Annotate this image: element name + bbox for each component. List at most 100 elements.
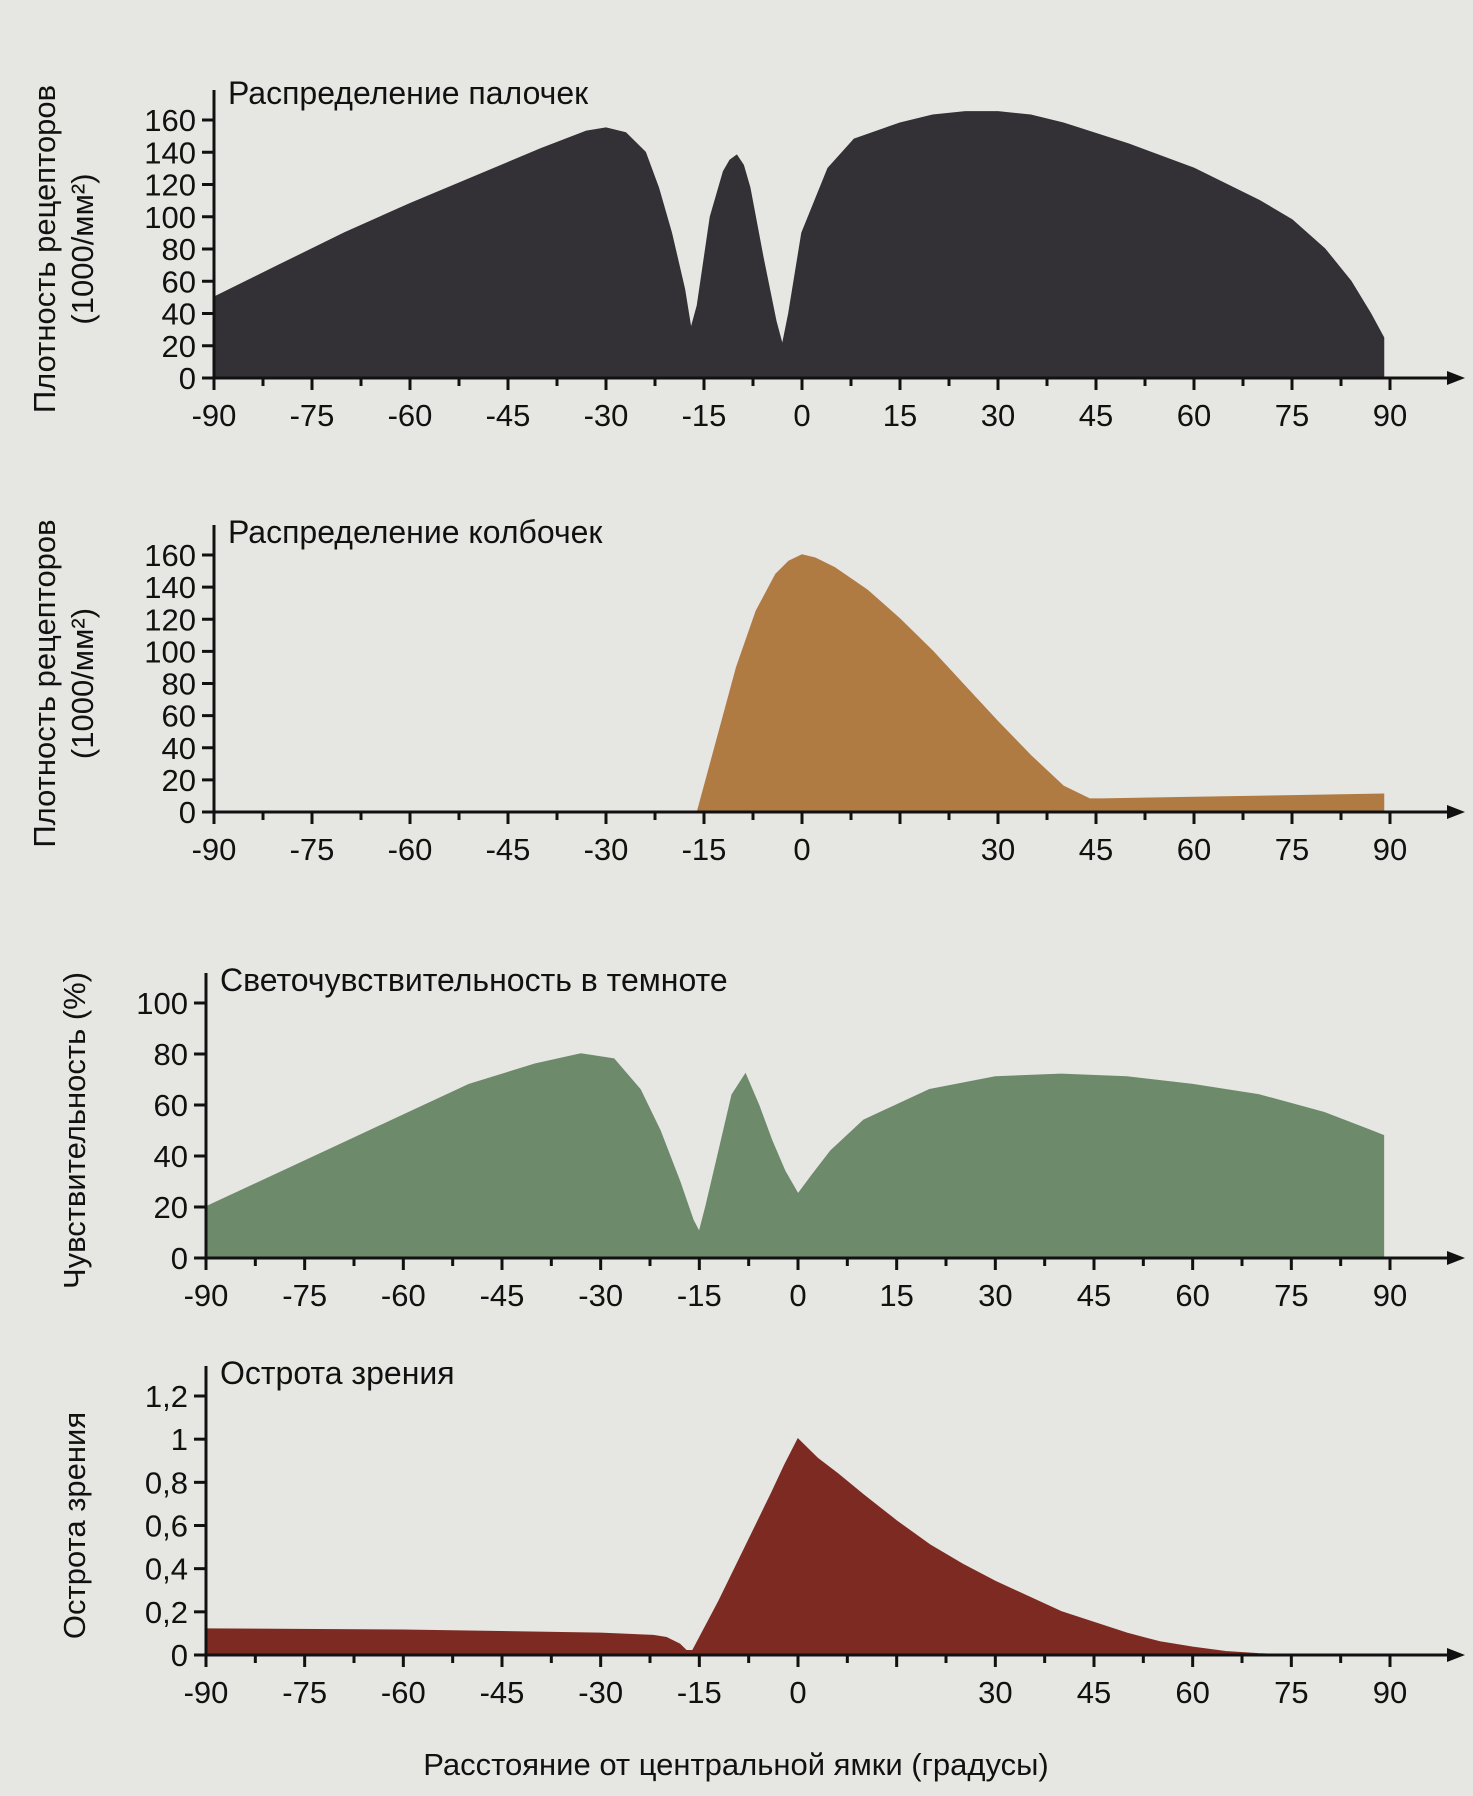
y-axis-title: Плотность рецепторов — [27, 85, 62, 413]
y-tick-label: 1 — [171, 1422, 188, 1457]
x-tick-label: 75 — [1274, 1675, 1308, 1710]
x-tick-label: 30 — [981, 398, 1015, 433]
x-tick-label: 15 — [879, 1278, 913, 1313]
x-tick-label: -75 — [290, 398, 335, 433]
x-tick-label: -90 — [184, 1675, 229, 1710]
y-tick-label: 60 — [154, 1088, 188, 1123]
y-tick-label: 100 — [144, 634, 196, 669]
x-tick-label: 60 — [1175, 1675, 1209, 1710]
y-tick-label: 0,4 — [145, 1552, 188, 1587]
x-axis-arrow — [1447, 1251, 1465, 1265]
x-tick-label: 90 — [1373, 832, 1407, 867]
y-axis-title: Чувствительность (%) — [57, 972, 92, 1289]
y-tick-label: 80 — [162, 667, 196, 702]
x-tick-label: -30 — [584, 832, 629, 867]
x-tick-label: -90 — [184, 1278, 229, 1313]
x-tick-label: -45 — [480, 1278, 525, 1313]
y-tick-label: 60 — [162, 264, 196, 299]
x-tick-label: -15 — [677, 1278, 722, 1313]
y-tick-label: 0,6 — [145, 1509, 188, 1544]
x-tick-label: 75 — [1275, 832, 1309, 867]
x-tick-label: 45 — [1077, 1675, 1111, 1710]
x-axis-arrow — [1447, 805, 1465, 819]
x-tick-label: -75 — [282, 1278, 327, 1313]
y-tick-label: 20 — [162, 329, 196, 364]
y-tick-label: 40 — [162, 731, 196, 766]
y-tick-label: 80 — [162, 232, 196, 267]
x-tick-label: -60 — [381, 1278, 426, 1313]
x-tick-label: -90 — [192, 832, 237, 867]
y-tick-label: 140 — [144, 570, 196, 605]
y-tick-label: 0 — [179, 795, 196, 830]
x-tick-label: 60 — [1175, 1278, 1209, 1313]
x-tick-label: -30 — [578, 1675, 623, 1710]
x-tick-label: 15 — [883, 398, 917, 433]
x-tick-label: -75 — [282, 1675, 327, 1710]
y-tick-label: 0 — [179, 361, 196, 396]
x-tick-label: 30 — [981, 832, 1015, 867]
x-tick-label: 75 — [1274, 1278, 1308, 1313]
x-tick-label: 45 — [1077, 1278, 1111, 1313]
y-axis-title: (1000/мм²) — [65, 608, 100, 759]
panel-title: Распределение палочек — [228, 75, 589, 111]
y-tick-label: 1,2 — [145, 1379, 188, 1414]
x-tick-label: 90 — [1373, 1278, 1407, 1313]
y-tick-label: 120 — [144, 168, 196, 203]
x-axis-title: Расстояние от центральной ямки (градусы) — [423, 1747, 1048, 1782]
panel-title: Острота зрения — [220, 1355, 455, 1391]
y-tick-label: 60 — [162, 699, 196, 734]
x-tick-label: -30 — [584, 398, 629, 433]
y-axis-title: (1000/мм²) — [65, 173, 100, 324]
x-tick-label: -15 — [677, 1675, 722, 1710]
y-tick-label: 40 — [154, 1139, 188, 1174]
x-axis-arrow — [1447, 1648, 1465, 1662]
y-tick-label: 20 — [154, 1190, 188, 1225]
x-tick-label: -15 — [682, 832, 727, 867]
x-tick-label: 60 — [1177, 832, 1211, 867]
panel-title: Распределение колбочек — [228, 514, 603, 550]
x-tick-label: -45 — [480, 1675, 525, 1710]
y-axis-title: Острота зрения — [57, 1412, 92, 1639]
x-tick-label: 45 — [1079, 398, 1113, 433]
x-tick-label: -60 — [388, 398, 433, 433]
x-tick-label: 0 — [789, 1278, 806, 1313]
y-tick-label: 0,2 — [145, 1595, 188, 1630]
area-series — [205, 1053, 1385, 1259]
x-tick-label: 90 — [1373, 1675, 1407, 1710]
x-tick-label: -30 — [578, 1278, 623, 1313]
x-tick-label: 60 — [1177, 398, 1211, 433]
y-tick-label: 120 — [144, 602, 196, 637]
x-tick-label: 75 — [1275, 398, 1309, 433]
y-tick-label: 0,8 — [145, 1465, 188, 1500]
x-tick-label: 0 — [793, 832, 810, 867]
y-tick-label: 100 — [136, 986, 188, 1021]
y-tick-label: 20 — [162, 763, 196, 798]
x-tick-label: 0 — [793, 398, 810, 433]
x-tick-label: 90 — [1373, 398, 1407, 433]
x-tick-label: -60 — [381, 1675, 426, 1710]
x-tick-label: 30 — [978, 1675, 1012, 1710]
x-tick-label: 30 — [978, 1278, 1012, 1313]
x-tick-label: -45 — [486, 398, 531, 433]
y-tick-label: 40 — [162, 297, 196, 332]
y-tick-label: 140 — [144, 135, 196, 170]
y-tick-label: 160 — [144, 538, 196, 573]
x-axis-arrow — [1447, 371, 1465, 385]
x-tick-label: 45 — [1079, 832, 1113, 867]
y-tick-label: 0 — [171, 1241, 188, 1276]
chart-panel-3: 0 20 40 60 80 100 -90 -75 -60 -45 -30 -15 0 15 30 45 60 7… — [57, 962, 1465, 1313]
x-tick-label: -45 — [486, 832, 531, 867]
x-tick-label: 0 — [789, 1675, 806, 1710]
y-tick-label: 0 — [171, 1638, 188, 1673]
y-axis-title: Плотность рецепторов — [27, 519, 62, 847]
area-series — [205, 1437, 1292, 1656]
chart-panel-4: 0 0,2 0,4 0,6 0,8 1 1,2 -90 -75 -60 -45 -30 -15 0 30 45… — [57, 1355, 1465, 1710]
x-tick-label: -15 — [682, 398, 727, 433]
area-series — [213, 111, 1385, 379]
x-tick-label: -90 — [192, 398, 237, 433]
x-tick-label: -75 — [290, 832, 335, 867]
y-tick-label: 160 — [144, 103, 196, 138]
y-tick-label: 100 — [144, 200, 196, 235]
